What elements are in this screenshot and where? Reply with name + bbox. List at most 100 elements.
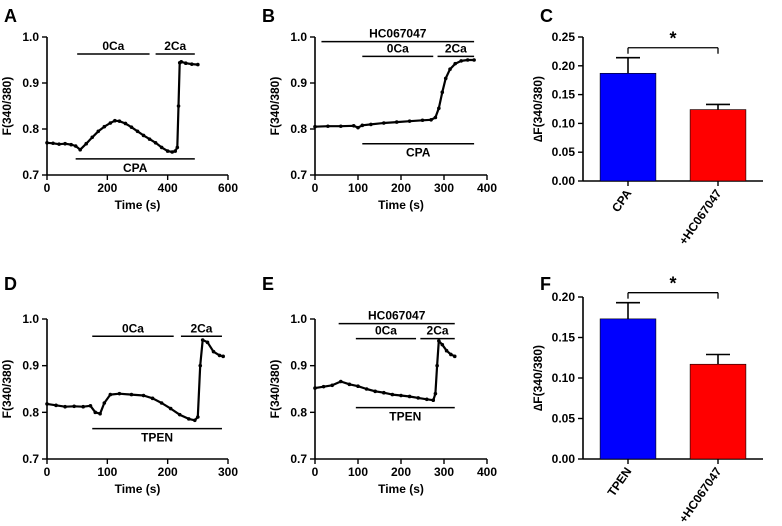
x-axis-label: Time (s) [378,198,424,212]
trace-point [141,133,146,138]
y-tick-label: 0.8 [22,122,39,136]
x-tick-label: 600 [218,181,238,195]
trace-point [129,392,134,397]
trace-point [465,58,470,62]
trace-point [351,123,356,128]
trace-point [190,62,194,66]
treatment-label: CPA [123,161,148,175]
x-tick-label: 0 [44,181,51,195]
trace-point [179,60,184,64]
trace-point [175,145,180,150]
trace-point [339,124,343,129]
category-label: +HC067047 [676,186,725,247]
y-axis-label: F(340/380) [0,77,14,136]
x-tick-label: 100 [348,181,368,195]
trace-point [356,125,360,130]
trace-point [183,61,188,66]
trace-point [369,122,373,127]
trace-point [407,119,412,123]
y-axis-label: ∆F(340/380) [531,76,545,142]
trace-point [394,120,399,124]
trace-point [57,142,61,146]
trace-point [452,354,457,359]
trace-point [313,124,317,129]
y-tick-label: 0.20 [552,59,576,73]
significance-star: * [669,29,676,49]
y-tick-label: 0.8 [22,405,39,419]
trace-point [81,404,85,409]
trace-point [313,386,317,390]
trace-point [108,121,113,125]
trace-point [93,410,98,415]
bar-hc067047 [689,363,747,460]
y-tick-label: 0.8 [290,122,307,136]
panel-letter: D [4,274,17,294]
trace-point [117,391,122,396]
trace-point [440,342,445,347]
trace-point [196,62,200,67]
trace-point [54,403,58,408]
panel-letter: F [540,274,551,294]
bar-cpa [599,72,657,182]
trace-point [168,406,173,411]
trace-point [444,348,449,353]
x-tick-label: 100 [348,465,368,479]
trace-point [217,353,222,358]
panel-f: F 0.00 0.05 0.10 0.15 0.20 ∆F(340/380) TPEN +HC0… [531,274,763,525]
trace-point [472,58,476,62]
trace-point [196,415,200,419]
bar-hc067047 [689,109,747,182]
trace-point [159,145,164,150]
panel-letter: B [262,6,275,26]
trace-point [117,119,122,123]
x-tick-label: 200 [391,465,411,479]
panel-e: E 0.7 0.8 0.9 1.0 F(340/380) 0 100 200 300 400 Time… [262,274,497,496]
trace-point [141,393,146,398]
y-axis-label: F(340/380) [0,360,14,419]
panel-c: C 0.00 0.05 0.10 0.15 0.20 0.25 ∆F(340/380) CPA +… [531,6,763,247]
treatment-label: TPEN [389,410,421,424]
y-tick-label: 0.7 [290,168,307,182]
trace-point [453,61,457,66]
treatment-label: 2Ca [445,41,467,55]
trace-point [205,340,210,345]
category-label: CPA [609,186,635,214]
x-tick-label: 300 [434,181,454,195]
y-tick-label: 0.9 [290,359,307,373]
trace-point [399,393,403,398]
treatment-label: 0Ca [122,321,144,335]
trace-point [437,339,441,343]
trace-point [221,354,225,359]
y-tick-label: 0.9 [290,76,307,90]
y-tick-label: 0.7 [22,452,39,466]
x-tick-label: 0 [44,465,51,479]
trace-point [443,76,448,81]
trace-point [211,349,216,354]
panel-letter: C [540,6,553,26]
trace-point [176,104,181,108]
y-tick-label: 0.9 [22,76,39,90]
trace-line [314,339,456,402]
trace-point [433,391,438,396]
trace-point [84,141,89,146]
x-tick-label: 0 [312,465,319,479]
trace-point [96,129,101,134]
trace-point [165,149,170,153]
trace-point [98,411,102,416]
x-tick-label: 200 [97,181,117,195]
treatment-label: 2Ca [164,39,186,53]
trace-point [51,141,55,146]
trace-point [129,125,134,129]
trace-point [448,67,452,71]
trace-point [45,402,49,406]
trace-point [113,118,117,123]
y-tick-label: 0.25 [552,30,576,44]
trace-point [135,129,140,134]
y-tick-label: 0.9 [22,359,39,373]
y-tick-label: 0.00 [552,452,576,466]
x-axis-label: Time (s) [115,198,161,212]
trace-point [429,118,433,122]
x-tick-label: 400 [477,465,497,479]
x-tick-label: 300 [434,465,454,479]
